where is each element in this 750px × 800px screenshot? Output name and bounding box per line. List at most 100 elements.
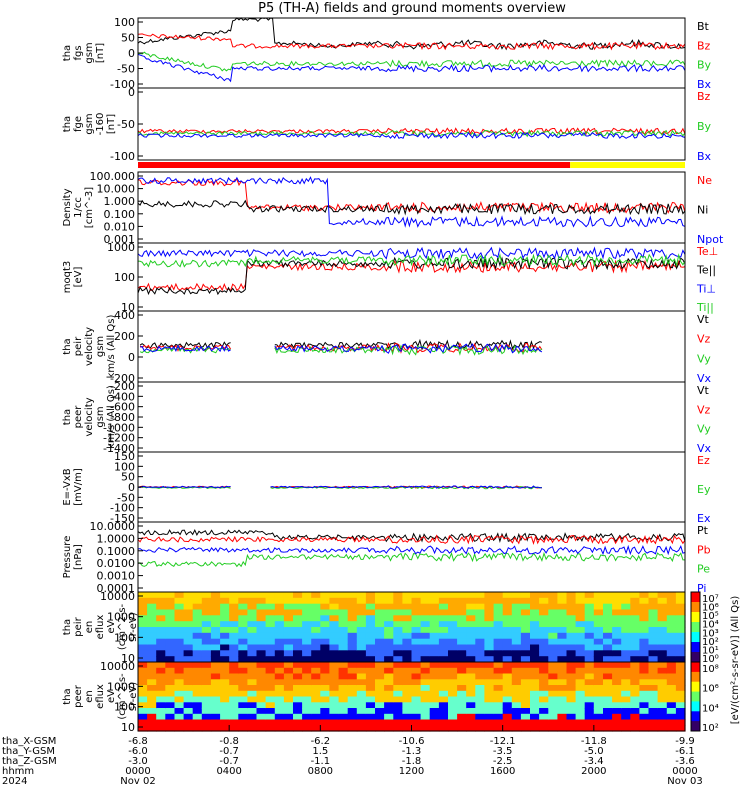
heatmap-cell bbox=[293, 673, 303, 680]
heatmap-cell bbox=[584, 696, 595, 703]
heatmap-cell bbox=[283, 702, 294, 709]
heatmap-cell bbox=[365, 632, 376, 640]
heatmap-cell bbox=[156, 638, 166, 646]
heatmap-cell bbox=[630, 708, 640, 715]
heatmap-cell bbox=[429, 662, 440, 669]
ytick-label: 50 bbox=[121, 32, 135, 45]
heatmap-cell bbox=[247, 621, 258, 628]
heatmap-cell bbox=[375, 592, 385, 599]
heatmap-cell bbox=[566, 685, 577, 692]
heatmap-cell bbox=[192, 679, 203, 686]
legend-entry: Ne bbox=[697, 174, 712, 187]
heatmap-cell bbox=[210, 621, 221, 628]
heatmap-cell bbox=[438, 719, 449, 726]
heatmap-cell bbox=[420, 621, 431, 628]
heatmap-cell bbox=[539, 690, 549, 698]
heatmap-cell bbox=[201, 679, 212, 686]
heatmap-cell bbox=[457, 673, 467, 680]
heatmap-cell bbox=[448, 632, 458, 640]
heatmap-cell bbox=[566, 673, 577, 680]
heatmap-cell bbox=[621, 708, 631, 715]
heatmap-cell bbox=[675, 621, 686, 628]
heatmap-cell bbox=[393, 667, 403, 675]
heatmap-cell bbox=[356, 650, 367, 657]
heatmap-cell bbox=[502, 621, 513, 628]
heatmap-cell bbox=[274, 690, 285, 698]
heatmap-cell bbox=[338, 685, 349, 692]
heatmap-cell bbox=[548, 690, 558, 698]
heatmap-cell bbox=[384, 650, 394, 657]
heatmap-cell bbox=[502, 719, 513, 726]
heatmap-cell bbox=[384, 702, 394, 709]
heatmap-cell bbox=[210, 702, 221, 709]
heatmap-cell bbox=[603, 702, 613, 709]
heatmap-cell bbox=[548, 696, 558, 703]
heatmap-cell bbox=[466, 667, 476, 675]
heatmap-cell bbox=[520, 632, 531, 640]
heatmap-cell bbox=[630, 597, 640, 605]
ylabel-text: tha bbox=[62, 116, 73, 132]
heatmap-cell bbox=[548, 644, 558, 651]
heatmap-cell bbox=[347, 632, 358, 640]
heatmap-cell bbox=[675, 719, 686, 726]
heatmap-cell bbox=[156, 696, 166, 703]
heatmap-cell bbox=[411, 679, 422, 686]
heatmap-cell bbox=[557, 609, 568, 616]
heatmap-cell bbox=[557, 597, 568, 605]
heatmap-cell bbox=[274, 673, 285, 680]
heatmap-cell bbox=[666, 638, 677, 646]
heatmap-cell bbox=[575, 603, 586, 611]
heatmap-cell bbox=[438, 621, 449, 628]
heatmap-cell bbox=[375, 719, 385, 726]
heatmap-cell bbox=[648, 632, 659, 640]
series-line-Bt bbox=[137, 17, 686, 51]
heatmap-cell bbox=[648, 690, 659, 698]
heatmap-cell bbox=[201, 632, 212, 640]
heatmap-cell bbox=[530, 719, 540, 726]
heatmap-cell bbox=[210, 725, 221, 732]
heatmap-cell bbox=[548, 603, 558, 611]
heatmap-cell bbox=[165, 679, 175, 686]
heatmap-cell bbox=[675, 679, 686, 686]
colorbar-tick-label: 10⁶ bbox=[702, 603, 719, 614]
heatmap-cell bbox=[293, 690, 303, 698]
heatmap-cell bbox=[347, 615, 358, 622]
heatmap-cell bbox=[557, 644, 568, 651]
heatmap-cell bbox=[493, 656, 504, 663]
ytick-label: 0 bbox=[128, 86, 135, 99]
heatmap-cell bbox=[511, 597, 522, 605]
heatmap-cell bbox=[438, 696, 449, 703]
heatmap-cell bbox=[365, 621, 376, 628]
heatmap-cell bbox=[493, 725, 504, 732]
colorbar-segment bbox=[691, 691, 700, 702]
heatmap-cell bbox=[666, 702, 677, 709]
xtick-label: -3.5 bbox=[493, 746, 513, 757]
heatmap-cell bbox=[302, 690, 312, 698]
heatmap-cell bbox=[648, 597, 659, 605]
heatmap-cell bbox=[393, 592, 403, 599]
heatmap-cell bbox=[411, 656, 422, 663]
heatmap-cell bbox=[274, 656, 285, 663]
heatmap-cell bbox=[320, 644, 330, 651]
heatmap-cell bbox=[375, 725, 385, 732]
heatmap-cell bbox=[612, 627, 622, 634]
heatmap-cell bbox=[356, 679, 367, 686]
colorbar-tick-label: 10³ bbox=[702, 628, 719, 639]
series-line-Npot bbox=[137, 176, 686, 228]
ylabel-text: peir bbox=[73, 616, 84, 636]
heatmap-cell bbox=[338, 656, 349, 663]
heatmap-cell bbox=[484, 627, 495, 634]
heatmap-cell bbox=[247, 627, 258, 634]
heatmap-cell bbox=[502, 667, 513, 675]
heatmap-cell bbox=[174, 603, 185, 611]
heatmap-cell bbox=[220, 615, 230, 622]
heatmap-cell bbox=[302, 609, 312, 616]
xtick-label: -1.8 bbox=[402, 756, 422, 767]
heatmap-cell bbox=[438, 725, 449, 732]
ytick-label: 0.001 bbox=[104, 233, 136, 246]
heatmap-cell bbox=[165, 615, 175, 622]
heatmap-cell bbox=[520, 656, 531, 663]
heatmap-cell bbox=[420, 679, 431, 686]
heatmap-cell bbox=[247, 615, 258, 622]
